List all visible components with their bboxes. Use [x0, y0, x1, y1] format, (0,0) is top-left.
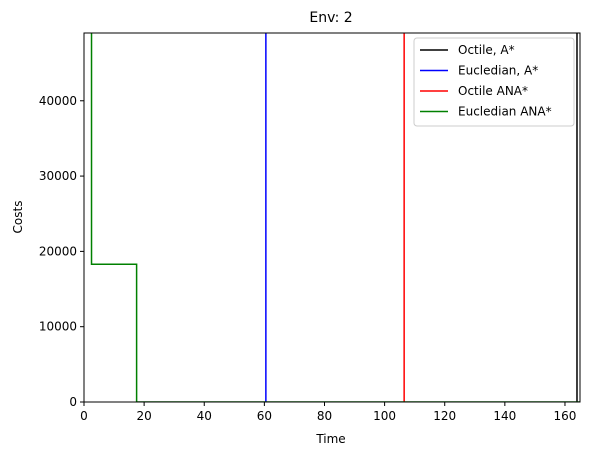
x-tick-label: 20	[136, 409, 151, 423]
x-tick-label: 0	[80, 409, 88, 423]
x-tick-label: 80	[317, 409, 332, 423]
x-tick-label: 120	[433, 409, 456, 423]
y-tick-label: 10000	[39, 320, 77, 334]
legend-label: Eucledian ANA*	[458, 105, 552, 119]
x-axis-label: Time	[315, 432, 345, 446]
x-tick-label: 140	[493, 409, 516, 423]
x-tick-label: 40	[197, 409, 212, 423]
series-line-4	[90, 33, 580, 402]
legend-box	[413, 37, 575, 127]
y-tick-label: 40000	[39, 94, 77, 108]
legend-label: Octile, A*	[458, 43, 515, 57]
legend-label: Eucledian, A*	[458, 64, 538, 78]
x-tick-label: 60	[257, 409, 272, 423]
y-tick-label: 30000	[39, 169, 77, 183]
legend-label: Octile ANA*	[458, 84, 528, 98]
plot-frame	[83, 32, 581, 403]
y-axis: 0 10000 20000 30000 40000	[39, 94, 84, 409]
x-axis: 0 20 40 60 80 100 120 140 160	[80, 402, 576, 423]
y-axis-label: Costs	[11, 201, 25, 234]
chart-title: Env: 2	[309, 10, 352, 26]
x-tick-label: 160	[554, 409, 577, 423]
y-tick-label: 20000	[39, 244, 77, 258]
legend: Octile, A* Eucledian, A* Octile ANA* Eucled…	[413, 37, 575, 127]
plot-lines	[90, 33, 580, 402]
y-tick-label: 0	[69, 395, 77, 409]
x-tick-label: 100	[373, 409, 396, 423]
